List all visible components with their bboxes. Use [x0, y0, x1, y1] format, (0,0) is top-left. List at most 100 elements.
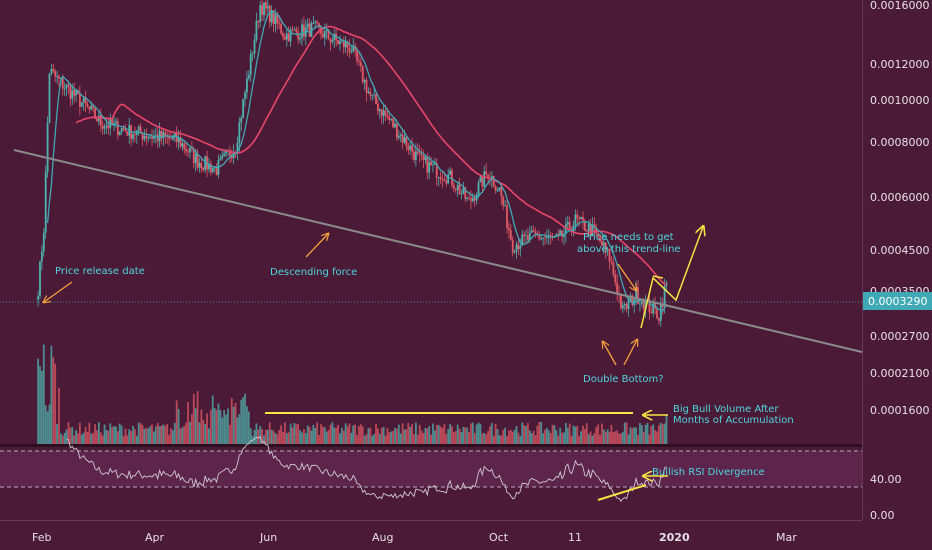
- volume-bar: [523, 424, 526, 444]
- volume-bar: [56, 423, 58, 444]
- candle-body: [545, 237, 548, 238]
- candle-body: [78, 93, 81, 107]
- volume-bar: [204, 423, 207, 444]
- volume-bar: [601, 423, 603, 444]
- volume-bar: [86, 432, 89, 444]
- rsi-divergence-line[interactable]: [597, 484, 647, 501]
- volume-bar: [50, 345, 53, 444]
- volume-bar: [92, 432, 95, 444]
- volume-bar: [627, 434, 630, 444]
- candle-body: [124, 129, 127, 132]
- volume-bar: [435, 424, 438, 444]
- volume-bar: [365, 434, 368, 444]
- descending-trendline[interactable]: [13, 149, 863, 353]
- candle-body: [508, 227, 510, 231]
- rsi-line: [66, 435, 667, 502]
- volume-bar: [160, 425, 163, 444]
- volume-bar: [555, 430, 558, 444]
- volume-bar: [255, 423, 258, 444]
- candle-body: [578, 218, 581, 220]
- descending-arrow: [305, 234, 328, 258]
- volume-bar: [59, 433, 62, 444]
- candle-body: [339, 40, 341, 45]
- volume-bar: [251, 435, 254, 444]
- candle-body: [506, 205, 508, 228]
- volume-bar: [339, 433, 341, 444]
- volume-bar: [583, 429, 586, 444]
- volume-bar: [616, 430, 619, 444]
- double-bottom-arrow-right: [623, 340, 637, 366]
- rsi-tick: 40.00: [870, 473, 902, 486]
- volume-bar: [263, 435, 265, 444]
- volume-bar: [483, 432, 486, 444]
- volume-bar: [473, 433, 476, 444]
- candle-body: [616, 282, 619, 294]
- candle-body: [544, 237, 546, 239]
- volume-bar: [439, 426, 442, 444]
- candle-body: [661, 304, 664, 307]
- candle-body: [225, 150, 227, 154]
- candle-body: [473, 197, 476, 201]
- volume-bar: [240, 399, 243, 444]
- volume-bar: [528, 430, 531, 444]
- volume-bar: [325, 431, 328, 444]
- candle-body: [538, 235, 541, 240]
- candle-body: [477, 182, 480, 195]
- time-tick: Feb: [32, 531, 51, 544]
- volume-bar: [635, 427, 638, 444]
- volume-bar: [219, 410, 222, 444]
- candle-body: [401, 134, 404, 143]
- time-tick: Mar: [776, 531, 797, 544]
- volume-bar: [171, 430, 174, 444]
- candle-body: [265, 2, 267, 9]
- volume-bar: [445, 434, 448, 444]
- volume-bar: [194, 408, 197, 444]
- volume-bar: [293, 422, 296, 444]
- volume-bar: [39, 366, 41, 444]
- volume-bar: [299, 430, 301, 444]
- volume-bar: [642, 432, 645, 444]
- candle-body: [388, 116, 391, 121]
- volume-bar: [631, 428, 634, 444]
- candle-body: [492, 176, 495, 186]
- candle-body: [255, 20, 258, 40]
- candle-body: [88, 106, 91, 110]
- candle-body: [147, 137, 150, 139]
- candle-body: [287, 33, 290, 42]
- volume-bar: [496, 429, 499, 444]
- volume-bar: [170, 428, 172, 444]
- volume-bar: [361, 426, 364, 444]
- volume-bar: [587, 434, 590, 444]
- candle-body: [56, 76, 58, 77]
- candle-body: [629, 295, 632, 302]
- annotation-descending-force: Descending force: [270, 267, 357, 278]
- volume-bar: [452, 432, 455, 444]
- candle-body: [183, 143, 186, 150]
- candle-body: [278, 23, 281, 25]
- volume-bar: [265, 429, 267, 444]
- volume-bar: [420, 430, 423, 444]
- candle-body: [420, 154, 423, 156]
- candle-body: [564, 224, 567, 234]
- candle-body: [249, 53, 252, 76]
- volume-bar: [485, 434, 488, 444]
- candle-body: [424, 156, 427, 161]
- volume-bar: [48, 404, 51, 444]
- time-tick: Apr: [145, 531, 165, 544]
- volume-bar: [534, 435, 537, 444]
- candle-body: [118, 132, 121, 135]
- candle-body: [470, 198, 472, 202]
- candle-body: [530, 230, 533, 233]
- candle-body: [40, 251, 43, 262]
- volume-bar: [118, 423, 121, 444]
- candle-body: [471, 197, 474, 202]
- volume-bar: [502, 429, 505, 444]
- candle-body: [143, 135, 146, 140]
- candle-body: [219, 158, 222, 161]
- candle-body: [299, 37, 301, 40]
- volume-bar: [58, 387, 60, 444]
- volume-bar: [67, 422, 70, 444]
- volume-bar: [563, 432, 565, 444]
- candle-body: [230, 156, 233, 159]
